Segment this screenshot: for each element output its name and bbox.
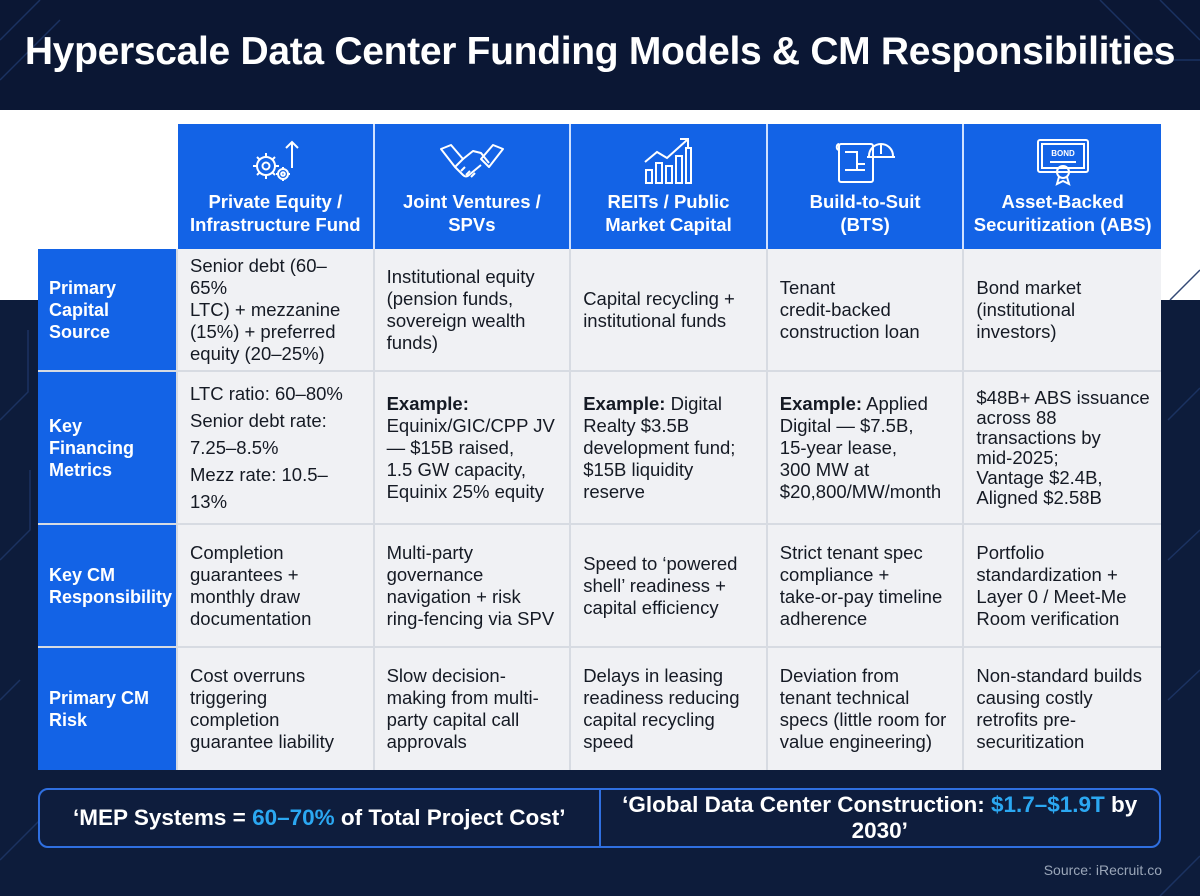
example-text: Equinix/GIC/CPP JV — $15B raised, 1.5 GW… — [386, 414, 555, 502]
construction-stat-prefix: ‘Global Data Center Construction: — [622, 792, 991, 817]
column-header-reits: REITs / Public Market Capital — [571, 124, 768, 249]
column-header-abs: BOND Asset-Backed Securitization (ABS) — [964, 124, 1161, 249]
row-label: Primary CM Risk — [38, 648, 178, 770]
growth-chart-icon — [642, 136, 694, 186]
table-row-primary-capital-source: Primary Capital Source Senior debt (60–6… — [38, 249, 1161, 372]
column-label: Build-to-Suit (BTS) — [809, 191, 921, 235]
row-label: Key Financing Metrics — [38, 372, 178, 523]
table-row-key-financing-metrics: Key Financing Metrics LTC ratio: 60–80% … — [38, 372, 1161, 525]
table-cell: Senior debt (60–65% LTC) + mezzanine (15… — [178, 249, 375, 370]
cell-text: Portfolio standardization + Layer 0 / Me… — [976, 541, 1127, 629]
stats-banner: ‘MEP Systems = 60–70% of Total Project C… — [38, 788, 1161, 848]
cell-text: Senior debt (60–65% LTC) + mezzanine (15… — [190, 254, 341, 364]
example-text: Digital Realty $3.5B development fund; $… — [583, 392, 736, 502]
blueprint-hardhat-icon — [835, 136, 896, 186]
cell-text: Tenant credit-backed construction loan — [779, 276, 920, 342]
cell-text: Cost overruns triggering completion guar… — [190, 665, 334, 752]
cell-text: Example: Equinix/GIC/CPP JV — $15B raise… — [387, 393, 555, 503]
cell-text: Delays in leasing readiness reducing cap… — [583, 665, 740, 752]
mep-stat-suffix: of Total Project Cost’ — [334, 805, 566, 830]
cell-text: Institutional equity (pension funds, sov… — [386, 265, 535, 353]
table-cell: Delays in leasing readiness reducing cap… — [571, 648, 768, 770]
column-header-row: Private Equity / Infrastructure Fund Joi… — [178, 124, 1161, 249]
table-cell: Speed to ‘powered shell’ readiness + cap… — [571, 525, 768, 646]
gears-arrow-icon — [248, 136, 302, 186]
column-label: Private Equity / Infrastructure Fund — [189, 191, 361, 235]
cell-text: Non-standard builds causing costly retro… — [976, 665, 1142, 752]
table-cell: Deviation from tenant technical specs (l… — [767, 648, 965, 770]
example-label: Example: — [583, 392, 666, 414]
column-label: Joint Ventures / SPVs — [403, 191, 541, 235]
handshake-icon — [439, 136, 505, 186]
mep-stat-prefix: ‘MEP Systems = — [73, 805, 253, 830]
source-credit: Source: iRecruit.co — [1043, 862, 1162, 878]
construction-stat: ‘Global Data Center Construction: $1.7–$… — [601, 792, 1160, 844]
column-label: Asset-Backed Securitization (ABS) — [973, 191, 1152, 235]
table-cell: Cost overruns triggering completion guar… — [178, 648, 375, 770]
column-label: REITs / Public Market Capital — [605, 191, 732, 235]
table-cell: Capital recycling + institutional funds — [571, 249, 768, 370]
cell-text: Speed to ‘powered shell’ readiness + cap… — [583, 552, 738, 618]
table-cell: $48B+ ABS issuance across 88 transaction… — [964, 372, 1161, 523]
column-header-build-to-suit: Build-to-Suit (BTS) — [767, 124, 965, 249]
cell-text: Strict tenant spec compliance + take-or-… — [779, 541, 943, 629]
table-cell: LTC ratio: 60–80% Senior debt rate: 7.25… — [178, 372, 375, 523]
banner-divider — [598, 788, 601, 848]
mep-stat-value: 60–70% — [252, 805, 335, 830]
table-row-key-cm-responsibility: Key CM Responsibility Completion guarant… — [38, 525, 1161, 648]
cell-text: Completion guarantees + monthly draw doc… — [190, 541, 312, 629]
example-label: Example: — [779, 392, 863, 414]
table-cell: Portfolio standardization + Layer 0 / Me… — [964, 525, 1161, 646]
cell-text: Capital recycling + institutional funds — [583, 287, 735, 331]
cell-text: Bond market (institutional investors) — [976, 276, 1082, 342]
table-cell: Non-standard builds causing costly retro… — [964, 648, 1161, 770]
table-row-primary-cm-risk: Primary CM Risk Cost overruns triggering… — [38, 648, 1161, 770]
cell-text: LTC ratio: 60–80% Senior debt rate: 7.25… — [190, 383, 343, 512]
example-text: Applied Digital — $7.5B, 15-year lease, … — [779, 392, 942, 502]
example-label: Example: — [386, 392, 469, 414]
construction-stat-value: $1.7–$1.9T — [990, 792, 1105, 817]
mep-stat: ‘MEP Systems = 60–70% of Total Project C… — [40, 805, 599, 831]
cell-text: Example: Applied Digital — $7.5B, 15-yea… — [780, 393, 941, 503]
row-label: Key CM Responsibility — [38, 525, 178, 646]
comparison-table: Primary Capital Source Senior debt (60–6… — [38, 249, 1161, 770]
table-cell: Example: Applied Digital — $7.5B, 15-yea… — [767, 372, 965, 523]
page-title: Hyperscale Data Center Funding Models & … — [24, 30, 1176, 73]
bond-label: BOND — [1051, 149, 1075, 158]
cell-text: Slow decision- making from multi- party … — [386, 665, 539, 752]
cell-text: Example: Digital Realty $3.5B developmen… — [583, 393, 735, 503]
table-cell: Slow decision- making from multi- party … — [374, 648, 572, 770]
row-label: Primary Capital Source — [38, 249, 178, 370]
table-cell: Example: Digital Realty $3.5B developmen… — [571, 372, 768, 523]
table-cell: Tenant credit-backed construction loan — [767, 249, 965, 370]
table-cell: Institutional equity (pension funds, sov… — [374, 249, 572, 370]
bond-certificate-icon: BOND — [1034, 136, 1092, 186]
construction-stat-suffix: by 2030’ — [851, 792, 1138, 843]
title-band — [0, 0, 1200, 110]
table-cell: Strict tenant spec compliance + take-or-… — [767, 525, 965, 646]
table-cell: Completion guarantees + monthly draw doc… — [178, 525, 375, 646]
cell-text: Multi-party governance navigation + risk… — [386, 541, 555, 629]
column-header-private-equity: Private Equity / Infrastructure Fund — [178, 124, 375, 249]
table-cell: Example: Equinix/GIC/CPP JV — $15B raise… — [374, 372, 572, 523]
table-cell: Multi-party governance navigation + risk… — [374, 525, 572, 646]
column-header-joint-ventures: Joint Ventures / SPVs — [374, 124, 572, 249]
cell-text: Deviation from tenant technical specs (l… — [779, 665, 947, 752]
table-cell: Bond market (institutional investors) — [964, 249, 1161, 370]
cell-text: $48B+ ABS issuance across 88 transaction… — [976, 386, 1150, 508]
